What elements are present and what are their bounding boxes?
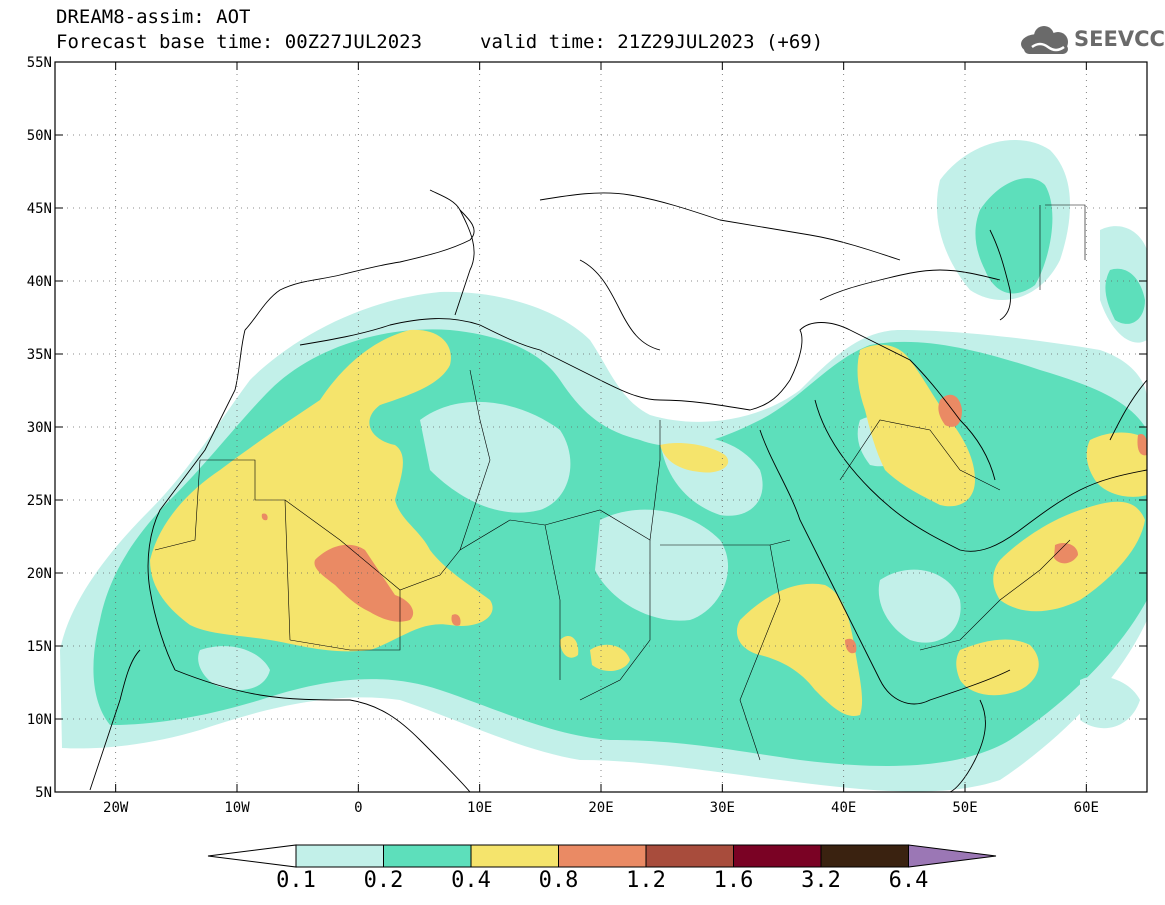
- colorbar-left-arrow: [207, 844, 297, 868]
- cloud-icon: [1021, 26, 1068, 54]
- aot-fields: [60, 140, 1147, 792]
- latitude-label: 30N: [27, 420, 52, 436]
- valid-time: valid time: 21Z29JUL2023 (+69): [480, 31, 824, 53]
- latitude-label: 25N: [27, 493, 52, 509]
- aot-level-0-8: [261, 394, 1147, 654]
- country-borders: [154, 204, 1086, 761]
- latitude-label: 55N: [27, 55, 52, 71]
- colorbar-box: [733, 844, 822, 868]
- graticule: [55, 62, 1147, 792]
- latitude-label: 45N: [27, 201, 52, 217]
- colorbar-box: [295, 844, 384, 868]
- colorbar-box: [383, 844, 472, 868]
- longitude-label: 20W: [103, 800, 129, 816]
- colorbar-label: 1.6: [713, 868, 754, 893]
- longitude-label: 10W: [224, 800, 250, 816]
- colorbar-box: [470, 844, 559, 868]
- coastlines: [89, 189, 1147, 792]
- longitude-label: 30E: [710, 800, 735, 816]
- map-title: DREAM8-assim: AOT: [56, 6, 251, 28]
- forecast-base-time: Forecast base time: 00Z27JUL2023: [56, 31, 423, 53]
- latitude-label: 20N: [27, 566, 52, 582]
- longitude-labels: 20W 10W 0 10E 20E 30E 40E 50E 60E: [103, 800, 1099, 816]
- colorbar-label: 3.2: [801, 868, 841, 893]
- longitude-label: 50E: [952, 800, 977, 816]
- latitude-label: 10N: [27, 712, 52, 728]
- colorbar-right-arrow: [908, 844, 997, 868]
- axis-ticks: [55, 61, 1147, 793]
- longitude-label: 20E: [588, 800, 613, 816]
- logo-text: SEEVCCC: [1074, 27, 1165, 51]
- latitude-label: 40N: [27, 274, 52, 290]
- colorbar-label: 0.2: [363, 868, 404, 893]
- latitude-label: 5N: [35, 785, 52, 801]
- latitude-label: 15N: [27, 639, 52, 655]
- colorbar-box: [558, 844, 647, 868]
- longitude-label: 0: [354, 800, 362, 816]
- longitude-label: 60E: [1074, 800, 1099, 816]
- colorbar-label: 6.4: [888, 868, 929, 893]
- colorbar-box: [820, 844, 909, 868]
- colorbar-label: 0.1: [276, 868, 316, 893]
- colorbar-label: 0.8: [538, 868, 579, 893]
- longitude-label: 10E: [467, 800, 492, 816]
- latitude-label: 50N: [27, 128, 52, 144]
- longitude-label: 40E: [831, 800, 856, 816]
- colorbar-label: 1.2: [626, 868, 666, 893]
- latitude-label: 35N: [27, 347, 52, 363]
- colorbar-box: [645, 844, 734, 868]
- colorbar-label: 0.4: [451, 868, 491, 893]
- latitude-labels: 55N 50N 45N 40N 35N 30N 25N 20N 15N 10N 5N: [27, 55, 52, 801]
